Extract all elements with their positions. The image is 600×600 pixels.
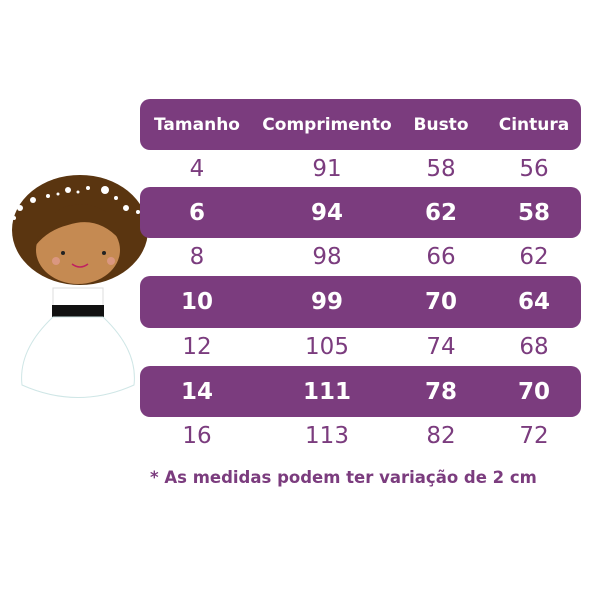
table-cell: 56: [519, 155, 549, 182]
table-cell: 6: [188, 199, 206, 226]
table-cell: 62: [424, 199, 458, 226]
row-band: [140, 187, 581, 238]
table-cell: 58: [426, 155, 456, 182]
girl-illustration: [12, 175, 148, 398]
row-band: [140, 276, 581, 328]
table-cell: 91: [312, 155, 342, 182]
table-row: 12 105 74 68: [140, 328, 581, 366]
table-row: 14 111 78 70: [140, 366, 581, 417]
row-band: [140, 366, 581, 417]
table-cell: 105: [305, 334, 349, 360]
table-row: 6 94 62 58: [140, 187, 581, 238]
header-comprimento: Comprimento: [262, 114, 392, 135]
table-cell: 14: [180, 378, 214, 405]
table-cell: 72: [519, 423, 549, 449]
table-cell: 70: [424, 289, 458, 315]
table-row: 8 98 66 62: [140, 238, 581, 276]
table-cell: 68: [519, 334, 549, 360]
table-cell: 8: [189, 244, 205, 270]
table-cell: 12: [182, 334, 212, 360]
header-tamanho: Tamanho: [154, 114, 240, 135]
table-row: 10 99 70 64: [140, 276, 581, 328]
table-cell: 16: [182, 423, 212, 449]
table-cell: 70: [517, 378, 551, 405]
table-header: [140, 99, 581, 150]
header-busto: Busto: [413, 114, 469, 135]
table-cell: 82: [426, 423, 456, 449]
table-cell: 62: [519, 244, 549, 270]
table-cell: 94: [310, 199, 344, 226]
table-cell: 111: [302, 378, 352, 405]
table-cell: 4: [189, 155, 205, 182]
footnote: * As medidas podem ter variação de 2 cm: [150, 468, 537, 487]
table-cell: 10: [180, 289, 214, 315]
table-cell: 99: [310, 289, 344, 315]
table-row: 16 113 82 72: [140, 417, 581, 455]
table-cell: 58: [517, 199, 551, 226]
header-row: Tamanho Comprimento Busto Cintura: [140, 99, 581, 150]
table-cell: 113: [305, 423, 349, 449]
table-row: 4 91 58 56: [140, 150, 581, 187]
header-cintura: Cintura: [498, 114, 570, 135]
table-cell: 98: [312, 244, 342, 270]
table-cell: 78: [424, 378, 458, 405]
table-cell: 64: [517, 289, 551, 315]
table-cell: 74: [426, 334, 456, 360]
table-cell: 66: [426, 244, 456, 270]
